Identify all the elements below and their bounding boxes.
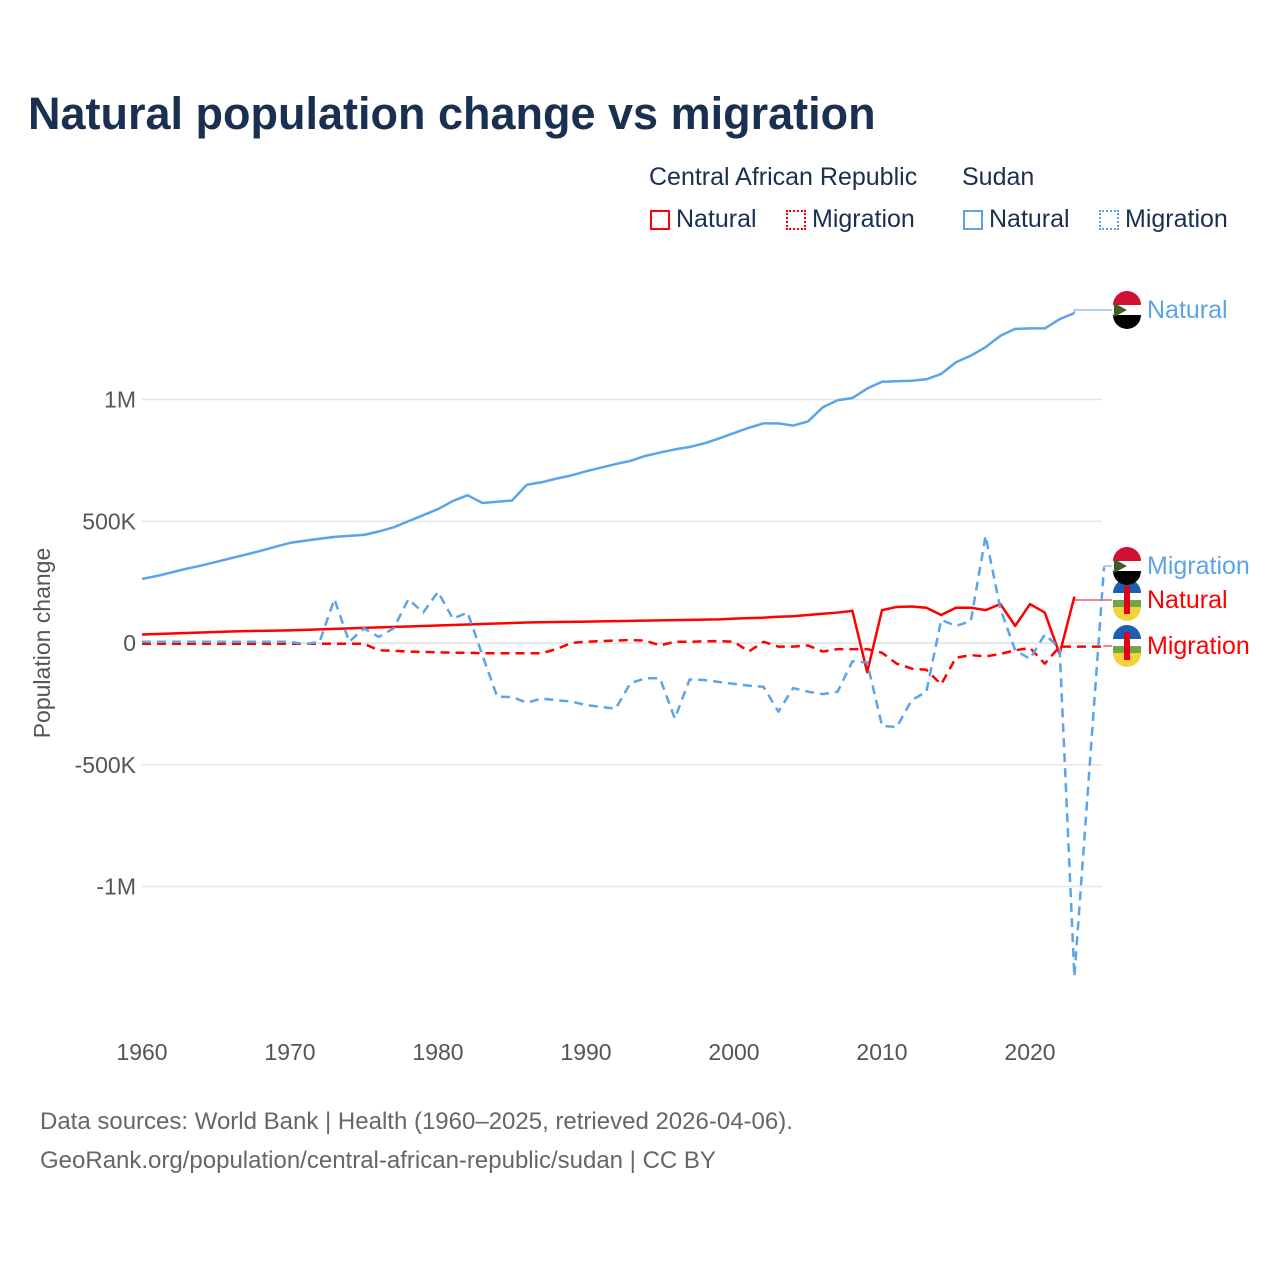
series-line-sudan-natural: [141, 311, 1075, 581]
legend-car-natural[interactable]: Natural: [650, 205, 757, 234]
x-tick-label: 1960: [116, 1039, 167, 1065]
series-line-central-african-republic-natural: [141, 596, 1076, 674]
x-tick-label: 2010: [856, 1039, 907, 1065]
legend-swatch: [963, 210, 983, 230]
legend-label: Migration: [812, 205, 915, 233]
flag-stripe: [1124, 632, 1130, 660]
legend-swatch: [1099, 210, 1119, 230]
legend-label: Natural: [989, 205, 1070, 233]
series-line-sudan-migration: [142, 534, 1106, 978]
x-tick-label: 1990: [560, 1039, 611, 1065]
flag-stripe: [1113, 547, 1141, 561]
legend-group-sudan: Sudan: [962, 163, 1035, 191]
label-connector: [1103, 645, 1112, 647]
x-tick-label: 1970: [264, 1039, 315, 1065]
chart-title: Natural population change vs migration: [28, 88, 876, 139]
y-tick-label: 1M: [104, 387, 136, 413]
series-end-label: Migration: [1147, 632, 1250, 660]
y-tick-label: -500K: [75, 752, 137, 778]
y-tick-label: 0: [123, 630, 136, 656]
x-tick-label: 2020: [1004, 1039, 1055, 1065]
footer-url[interactable]: GeoRank.org/population/central-african-r…: [40, 1147, 716, 1174]
series-end-label: Migration: [1147, 552, 1250, 580]
legend-label: Migration: [1125, 205, 1228, 233]
flag-triangle: [1114, 559, 1127, 573]
legend-swatch: [786, 210, 806, 230]
series-end-label: Natural: [1147, 586, 1228, 614]
series-line-central-african-republic-migration: [142, 638, 1104, 686]
flag-stripe: [1113, 291, 1141, 305]
y-tick-label: 500K: [82, 508, 136, 534]
footer-source: Data sources: World Bank | Health (1960–…: [40, 1108, 793, 1135]
legend-sudan-natural[interactable]: Natural: [963, 205, 1070, 234]
legend-swatch: [650, 210, 670, 230]
label-connector: [1073, 309, 1112, 314]
y-axis-label: Population change: [29, 548, 55, 739]
x-tick-label: 1980: [412, 1039, 463, 1065]
label-connector: [1103, 565, 1112, 568]
flag-stripe: [1124, 586, 1130, 614]
flag-triangle: [1114, 303, 1127, 317]
flag-stripe: [1113, 315, 1141, 329]
label-connector: [1073, 596, 1112, 601]
legend-label: Natural: [676, 205, 757, 233]
legend-sudan-migration[interactable]: Migration: [1099, 205, 1228, 234]
series-end-label: Natural: [1147, 296, 1228, 324]
flag-stripe: [1113, 571, 1141, 585]
x-tick-label: 2000: [708, 1039, 759, 1065]
legend-car-migration[interactable]: Migration: [786, 205, 915, 234]
y-tick-label: -1M: [96, 874, 136, 900]
legend-group-car: Central African Republic: [649, 163, 918, 191]
